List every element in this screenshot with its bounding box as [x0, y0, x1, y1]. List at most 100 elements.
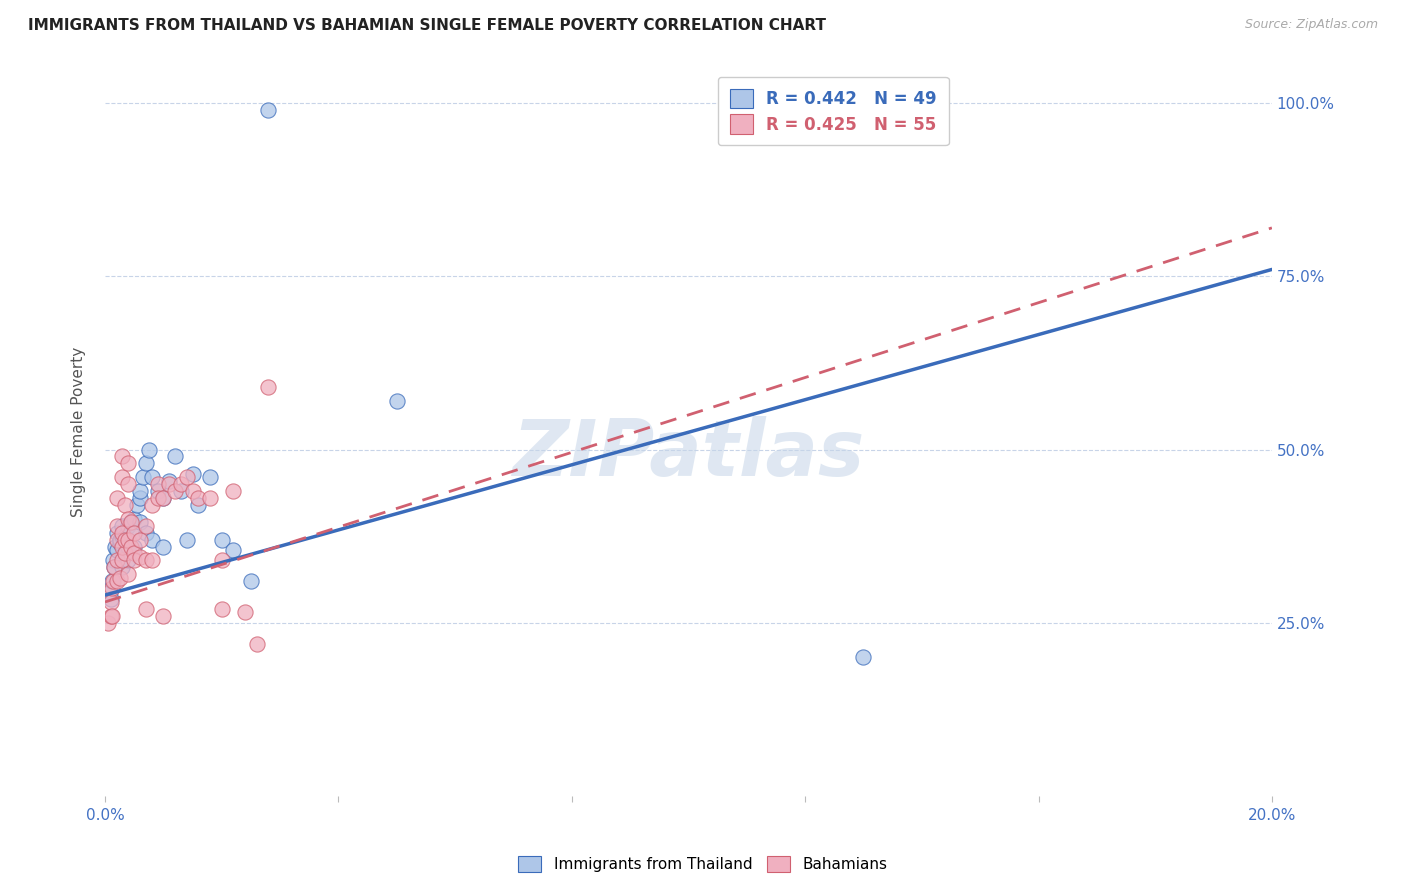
Point: [138, 442, 160, 457]
Point: [111, 553, 134, 567]
Point: [101, 553, 124, 567]
Point: [114, 529, 136, 543]
Point: [120, 516, 142, 530]
Point: [111, 450, 134, 464]
Point: [125, 498, 148, 512]
Point: [114, 533, 136, 547]
Point: [141, 470, 163, 484]
Point: [111, 470, 134, 484]
Point: [111, 525, 134, 540]
Point: [114, 547, 136, 561]
Point: [176, 470, 198, 484]
Point: [129, 484, 152, 499]
Point: [122, 553, 145, 567]
Point: [108, 571, 131, 585]
Point: [104, 540, 127, 554]
Point: [122, 525, 145, 540]
Point: [97, 615, 120, 630]
Text: ZIPatlas: ZIPatlas: [512, 416, 865, 492]
Point: [163, 450, 186, 464]
Point: [105, 543, 128, 558]
Point: [852, 650, 875, 665]
Text: IMMIGRANTS FROM THAILAND VS BAHAMIAN SINGLE FEMALE POVERTY CORRELATION CHART: IMMIGRANTS FROM THAILAND VS BAHAMIAN SIN…: [28, 18, 827, 33]
Point: [103, 560, 125, 574]
Point: [98, 584, 121, 599]
Point: [152, 491, 174, 505]
Point: [135, 457, 157, 471]
Point: [181, 467, 204, 481]
Point: [122, 547, 145, 561]
Point: [157, 474, 180, 488]
Point: [141, 498, 163, 512]
Point: [100, 591, 122, 606]
Point: [170, 477, 193, 491]
Point: [114, 547, 136, 561]
Point: [222, 484, 245, 499]
Point: [176, 533, 198, 547]
Point: [100, 608, 122, 623]
Point: [181, 484, 204, 499]
Point: [117, 567, 139, 582]
Point: [108, 536, 131, 550]
Point: [101, 608, 124, 623]
Point: [222, 543, 245, 558]
Point: [239, 574, 262, 589]
Point: [211, 602, 233, 616]
Legend: Immigrants from Thailand, Bahamians: Immigrants from Thailand, Bahamians: [510, 848, 896, 880]
Point: [101, 574, 124, 589]
Point: [117, 457, 139, 471]
Point: [246, 636, 269, 650]
Point: [122, 525, 145, 540]
Point: [111, 560, 134, 574]
Point: [105, 574, 128, 589]
Point: [170, 484, 193, 499]
Point: [163, 484, 186, 499]
Point: [117, 533, 139, 547]
Point: [198, 491, 221, 505]
Point: [129, 491, 152, 505]
Point: [152, 608, 174, 623]
Point: [135, 525, 157, 540]
Point: [257, 380, 280, 394]
Point: [117, 477, 139, 491]
Point: [120, 516, 142, 530]
Point: [101, 574, 124, 589]
Point: [100, 595, 122, 609]
Point: [117, 518, 139, 533]
Point: [122, 512, 145, 526]
Point: [129, 516, 152, 530]
Point: [122, 540, 145, 554]
Point: [146, 491, 169, 505]
Point: [120, 540, 142, 554]
Point: [117, 553, 139, 567]
Point: [111, 529, 134, 543]
Point: [101, 581, 124, 595]
Point: [135, 602, 157, 616]
Point: [135, 553, 157, 567]
Text: Source: ZipAtlas.com: Source: ZipAtlas.com: [1244, 18, 1378, 31]
Point: [129, 549, 152, 564]
Point: [152, 491, 174, 505]
Point: [108, 533, 131, 547]
Point: [132, 470, 155, 484]
Y-axis label: Single Female Poverty: Single Female Poverty: [72, 347, 86, 517]
Point: [117, 533, 139, 547]
Point: [233, 606, 256, 620]
Point: [257, 103, 280, 117]
Point: [135, 518, 157, 533]
Point: [198, 470, 221, 484]
Point: [152, 540, 174, 554]
Point: [141, 533, 163, 547]
Point: [211, 553, 233, 567]
Point: [129, 533, 152, 547]
Point: [105, 533, 128, 547]
Point: [141, 553, 163, 567]
Point: [385, 394, 408, 409]
Point: [111, 540, 134, 554]
Point: [146, 477, 169, 491]
Point: [187, 491, 209, 505]
Point: [117, 540, 139, 554]
Point: [157, 477, 180, 491]
Point: [105, 553, 128, 567]
Point: [117, 512, 139, 526]
